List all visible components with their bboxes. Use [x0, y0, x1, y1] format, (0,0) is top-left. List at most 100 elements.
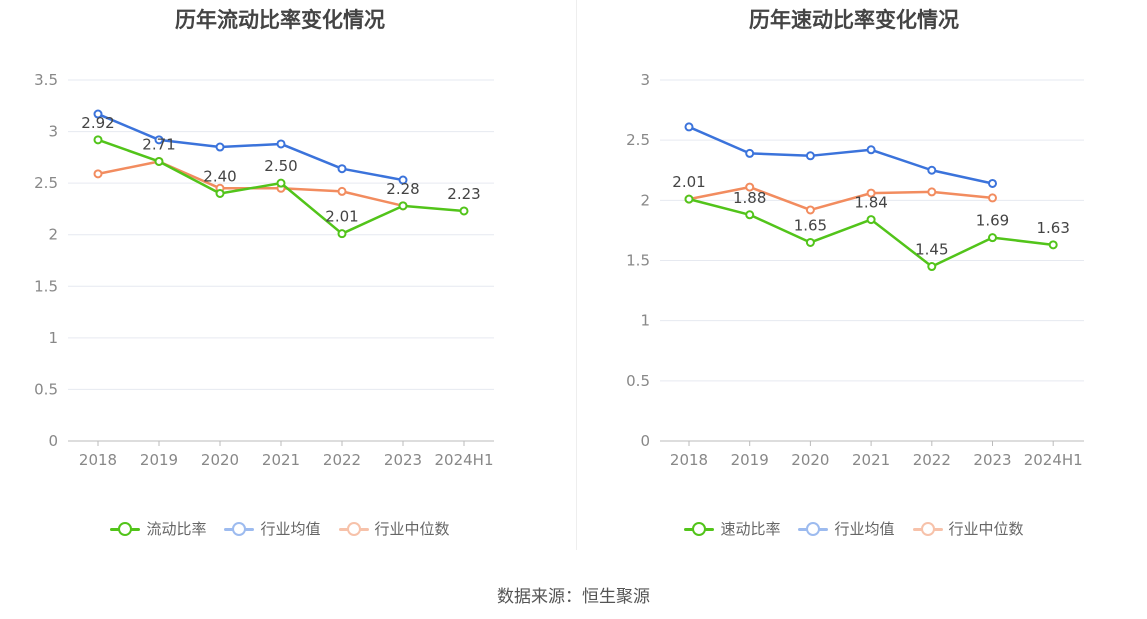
data-point	[215, 188, 225, 198]
legend-label: 速动比率	[720, 520, 781, 538]
data-label: 1.88	[733, 189, 766, 207]
legend-label: 行业中位数	[948, 520, 1024, 538]
y-tick-label: 1	[48, 329, 58, 347]
data-point	[927, 187, 937, 197]
legend-item-industry-mean[interactable]: 行业均值	[224, 518, 321, 539]
y-tick-label: 0	[640, 432, 650, 450]
legend-item-current-ratio[interactable]: 流动比率	[110, 518, 206, 539]
data-label: 1.69	[976, 212, 1009, 230]
y-tick-label: 0.5	[34, 380, 58, 398]
legend-label: 行业中位数	[374, 520, 450, 538]
y-tick-label: 0.5	[626, 372, 650, 390]
data-source: 数据来源：恒生聚源	[497, 587, 650, 607]
legend-swatch-icon	[684, 521, 715, 536]
data-point	[684, 122, 694, 132]
data-point	[866, 215, 876, 225]
y-tick-label: 1.5	[626, 252, 650, 270]
data-point	[684, 194, 694, 204]
data-label: 1.65	[794, 216, 827, 234]
x-tick-label: 2023	[973, 451, 1011, 469]
legend-label: 流动比率	[146, 520, 207, 538]
data-point	[988, 193, 997, 203]
data-label: 1.45	[915, 241, 948, 259]
x-tick-label: 2020	[201, 451, 239, 469]
data-label: 1.84	[854, 194, 887, 212]
legend-swatch-icon	[224, 521, 255, 536]
x-tick-label: 2020	[791, 451, 829, 469]
data-label: 2.92	[81, 114, 114, 132]
data-point	[276, 139, 286, 149]
legend-item-quick-ratio[interactable]: 速动比率	[684, 518, 780, 539]
data-point	[398, 201, 408, 211]
y-tick-label: 2	[640, 191, 650, 209]
data-label: 2.71	[142, 135, 175, 153]
panel-divider	[576, 0, 577, 550]
data-point	[927, 262, 937, 272]
data-point	[459, 206, 469, 216]
x-tick-label: 2018	[79, 451, 117, 469]
y-tick-label: 3	[640, 71, 650, 89]
chart-legend: 流动比率 行业均值 行业中位数	[0, 518, 560, 539]
legend-label: 行业均值	[834, 520, 895, 538]
x-tick-label: 2023	[384, 451, 422, 469]
chart-title: 历年流动比率变化情况	[175, 8, 385, 32]
x-tick-label: 2024H1	[1024, 451, 1083, 469]
data-point	[866, 188, 876, 198]
data-point	[276, 178, 286, 188]
y-tick-label: 1.5	[34, 277, 58, 295]
series-line	[97, 160, 404, 208]
data-point	[154, 135, 164, 145]
data-point	[93, 135, 103, 145]
y-tick-label: 0	[48, 432, 58, 450]
x-tick-label: 2018	[670, 451, 708, 469]
x-tick-label: 2019	[140, 451, 178, 469]
y-tick-label: 1	[640, 312, 650, 330]
data-label: 2.50	[264, 157, 297, 175]
data-point	[805, 237, 815, 247]
data-point	[337, 229, 347, 239]
legend-swatch-icon	[798, 521, 829, 536]
data-point	[805, 205, 815, 215]
legend-swatch-icon	[338, 521, 369, 536]
chart-title: 历年速动比率变化情况	[749, 8, 959, 32]
data-point	[927, 165, 937, 175]
y-tick-label: 3	[48, 123, 58, 141]
data-label: 2.40	[203, 167, 236, 185]
legend-swatch-icon	[912, 521, 943, 536]
y-tick-label: 2	[48, 226, 58, 244]
legend-item-industry-median[interactable]: 行业中位数	[912, 518, 1024, 539]
legend-swatch-icon	[110, 521, 141, 536]
quick-ratio-chart: 历年速动比率变化情况 0 0.5 1 1.5 2 2.5 3 2018 2019 2020 2021…	[574, 0, 1147, 560]
legend-item-industry-mean[interactable]: 行业均值	[798, 518, 895, 539]
x-tick-label: 2019	[731, 451, 769, 469]
data-label: 1.63	[1036, 219, 1069, 237]
data-point	[805, 151, 815, 161]
legend-item-industry-median[interactable]: 行业中位数	[338, 518, 450, 539]
legend-label: 行业均值	[260, 520, 321, 538]
data-point	[988, 178, 997, 188]
data-point	[398, 175, 408, 185]
data-point	[337, 186, 347, 196]
data-point	[745, 182, 755, 192]
data-point	[154, 156, 164, 166]
x-tick-label: 2022	[913, 451, 951, 469]
chart-legend: 速动比率 行业均值 行业中位数	[574, 518, 1134, 539]
data-point	[745, 148, 755, 158]
data-label: 2.28	[386, 180, 419, 198]
x-tick-label: 2024H1	[435, 451, 494, 469]
data-point	[215, 142, 225, 152]
data-point	[1048, 240, 1058, 250]
x-tick-label: 2021	[852, 451, 890, 469]
y-tick-label: 2.5	[34, 174, 58, 192]
current-ratio-plot: 0 0.5 1 1.5 2 2.5 3 3.5 2018 2019 2020 2021 2022 2023…	[34, 71, 494, 469]
x-tick-label: 2021	[262, 451, 300, 469]
series-line	[688, 125, 993, 185]
data-label: 2.23	[447, 185, 480, 203]
current-ratio-chart: 历年流动比率变化情况 0 0.5 1 1.5 2 2.5 3 3.5 2018 2019 2020 2…	[0, 0, 573, 560]
series-line	[688, 185, 993, 212]
series-line	[97, 112, 404, 182]
x-tick-label: 2022	[323, 451, 361, 469]
data-point	[745, 210, 755, 220]
y-tick-label: 2.5	[626, 131, 650, 149]
y-tick-label: 3.5	[34, 71, 58, 89]
